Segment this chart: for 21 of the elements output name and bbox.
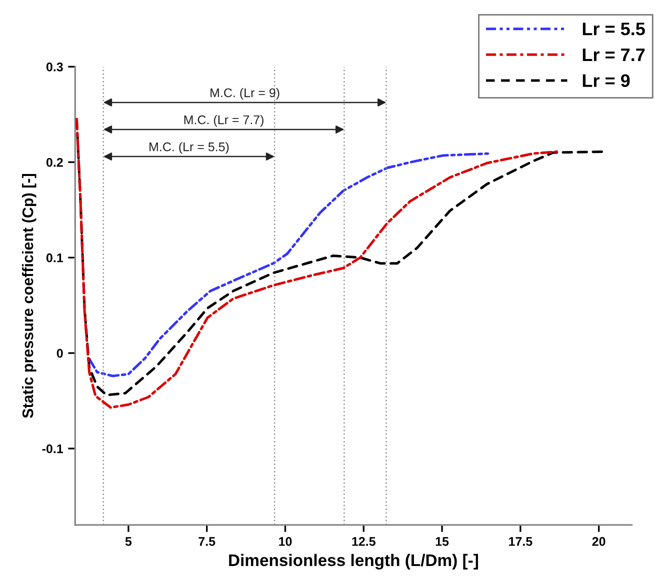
- x-tick-label: 7.5: [198, 537, 216, 546]
- y-tick-label: 0.1: [46, 253, 63, 262]
- y-tick-label: -0.1: [42, 444, 63, 454]
- legend-label: Lr = 7.7: [582, 48, 645, 61]
- legend-label: Lr = 9: [582, 74, 630, 88]
- line-series: [88, 152, 490, 378]
- x-tick-label: 15: [436, 537, 449, 546]
- legend-label: Lr = 5.5: [582, 22, 645, 36]
- y-tick-label: 0: [56, 348, 63, 358]
- x-tick-label: 17.5: [509, 537, 532, 546]
- y-tick-label: 0.2: [46, 158, 63, 167]
- x-tick-label: 20: [592, 537, 606, 546]
- x-tick-label: 5: [125, 537, 132, 546]
- annotation: M.C. (Lr = 9): [210, 88, 280, 100]
- annotation: M.C. (Lr = 7.7): [184, 115, 264, 127]
- y-axis-title: Static pressure coefficient (Cp) [-]: [22, 174, 36, 418]
- y-tick-label: 0.3: [46, 62, 63, 72]
- x-tick-label: 12.5: [352, 537, 376, 546]
- annotation: M.C. (Lr = 5.5): [150, 142, 229, 154]
- x-tick-label: 10: [279, 537, 292, 546]
- x-axis-title: Dimensionless length (L/Dm) [-]: [229, 554, 478, 570]
